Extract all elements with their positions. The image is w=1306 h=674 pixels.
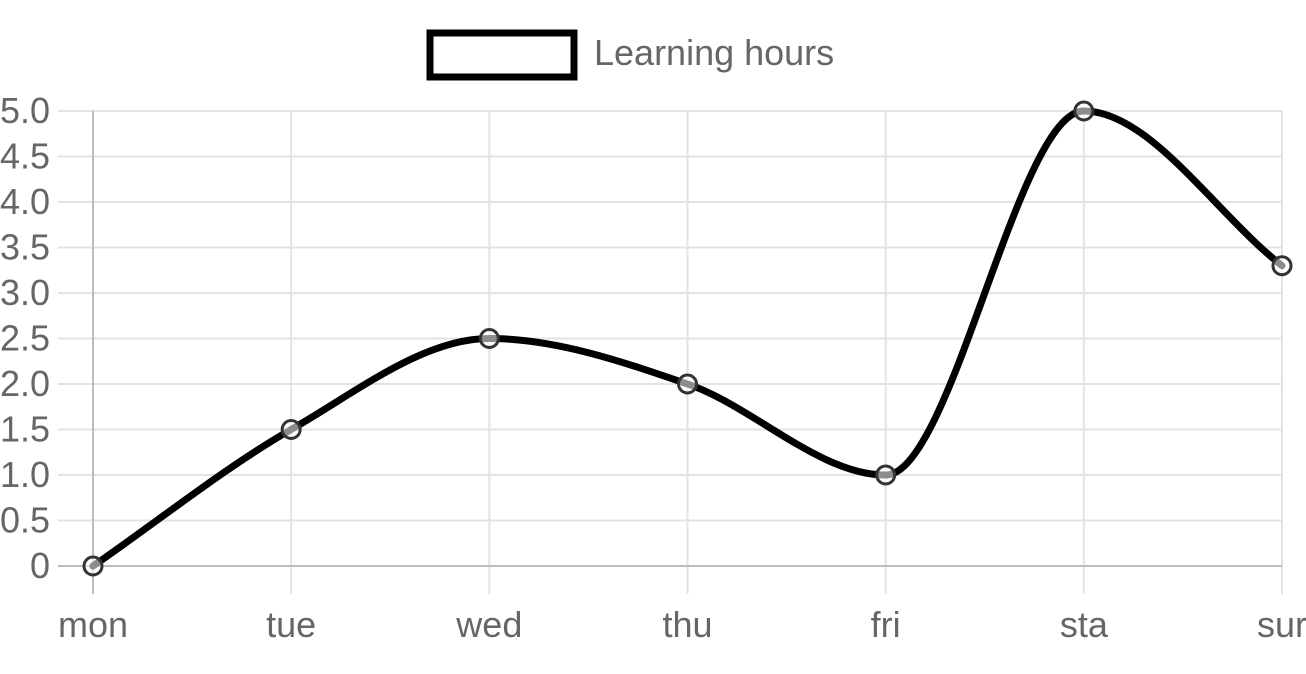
axes [58, 111, 1282, 594]
data-point[interactable] [280, 419, 302, 440]
x-tick-label: mon [58, 604, 128, 645]
data-point[interactable] [875, 464, 897, 486]
x-tick-label: thu [662, 604, 712, 645]
y-tick-label: 4.5 [0, 136, 50, 177]
data-point[interactable] [677, 373, 698, 395]
x-tick-label: sur [1257, 604, 1306, 645]
data-point[interactable] [478, 328, 500, 349]
x-tick-label: wed [455, 604, 522, 645]
y-tick-label: 5.0 [0, 90, 50, 131]
data-point[interactable] [1073, 100, 1095, 122]
y-tick-label: 0 [30, 545, 50, 586]
data-point[interactable] [1271, 255, 1293, 277]
y-tick-label: 3.0 [0, 272, 50, 313]
grid-lines [58, 110, 1283, 594]
x-tick-label: fri [871, 604, 901, 645]
y-tick-label: 2.5 [0, 318, 50, 359]
y-tick-label: 1.5 [0, 409, 50, 450]
x-tick-labels: mon tue wed thu fri sta sur [58, 604, 1306, 645]
y-tick-label: 3.5 [0, 227, 50, 268]
y-tick-label: 2.0 [0, 363, 50, 404]
y-tick-label: 1.0 [0, 454, 50, 495]
legend-swatch[interactable] [426, 29, 578, 81]
data-point[interactable] [82, 555, 104, 577]
y-tick-label: 4.0 [0, 181, 50, 222]
x-tick-label: sta [1060, 604, 1109, 645]
legend[interactable]: Learning hours [426, 29, 834, 81]
y-tick-label: 0.5 [0, 500, 50, 541]
legend-label[interactable]: Learning hours [594, 32, 834, 73]
x-tick-label: tue [266, 604, 316, 645]
y-tick-labels: 00.5 1.01.5 2.02.5 3.03.5 4.04.5 5.0 [0, 90, 50, 586]
data-points [82, 100, 1293, 577]
